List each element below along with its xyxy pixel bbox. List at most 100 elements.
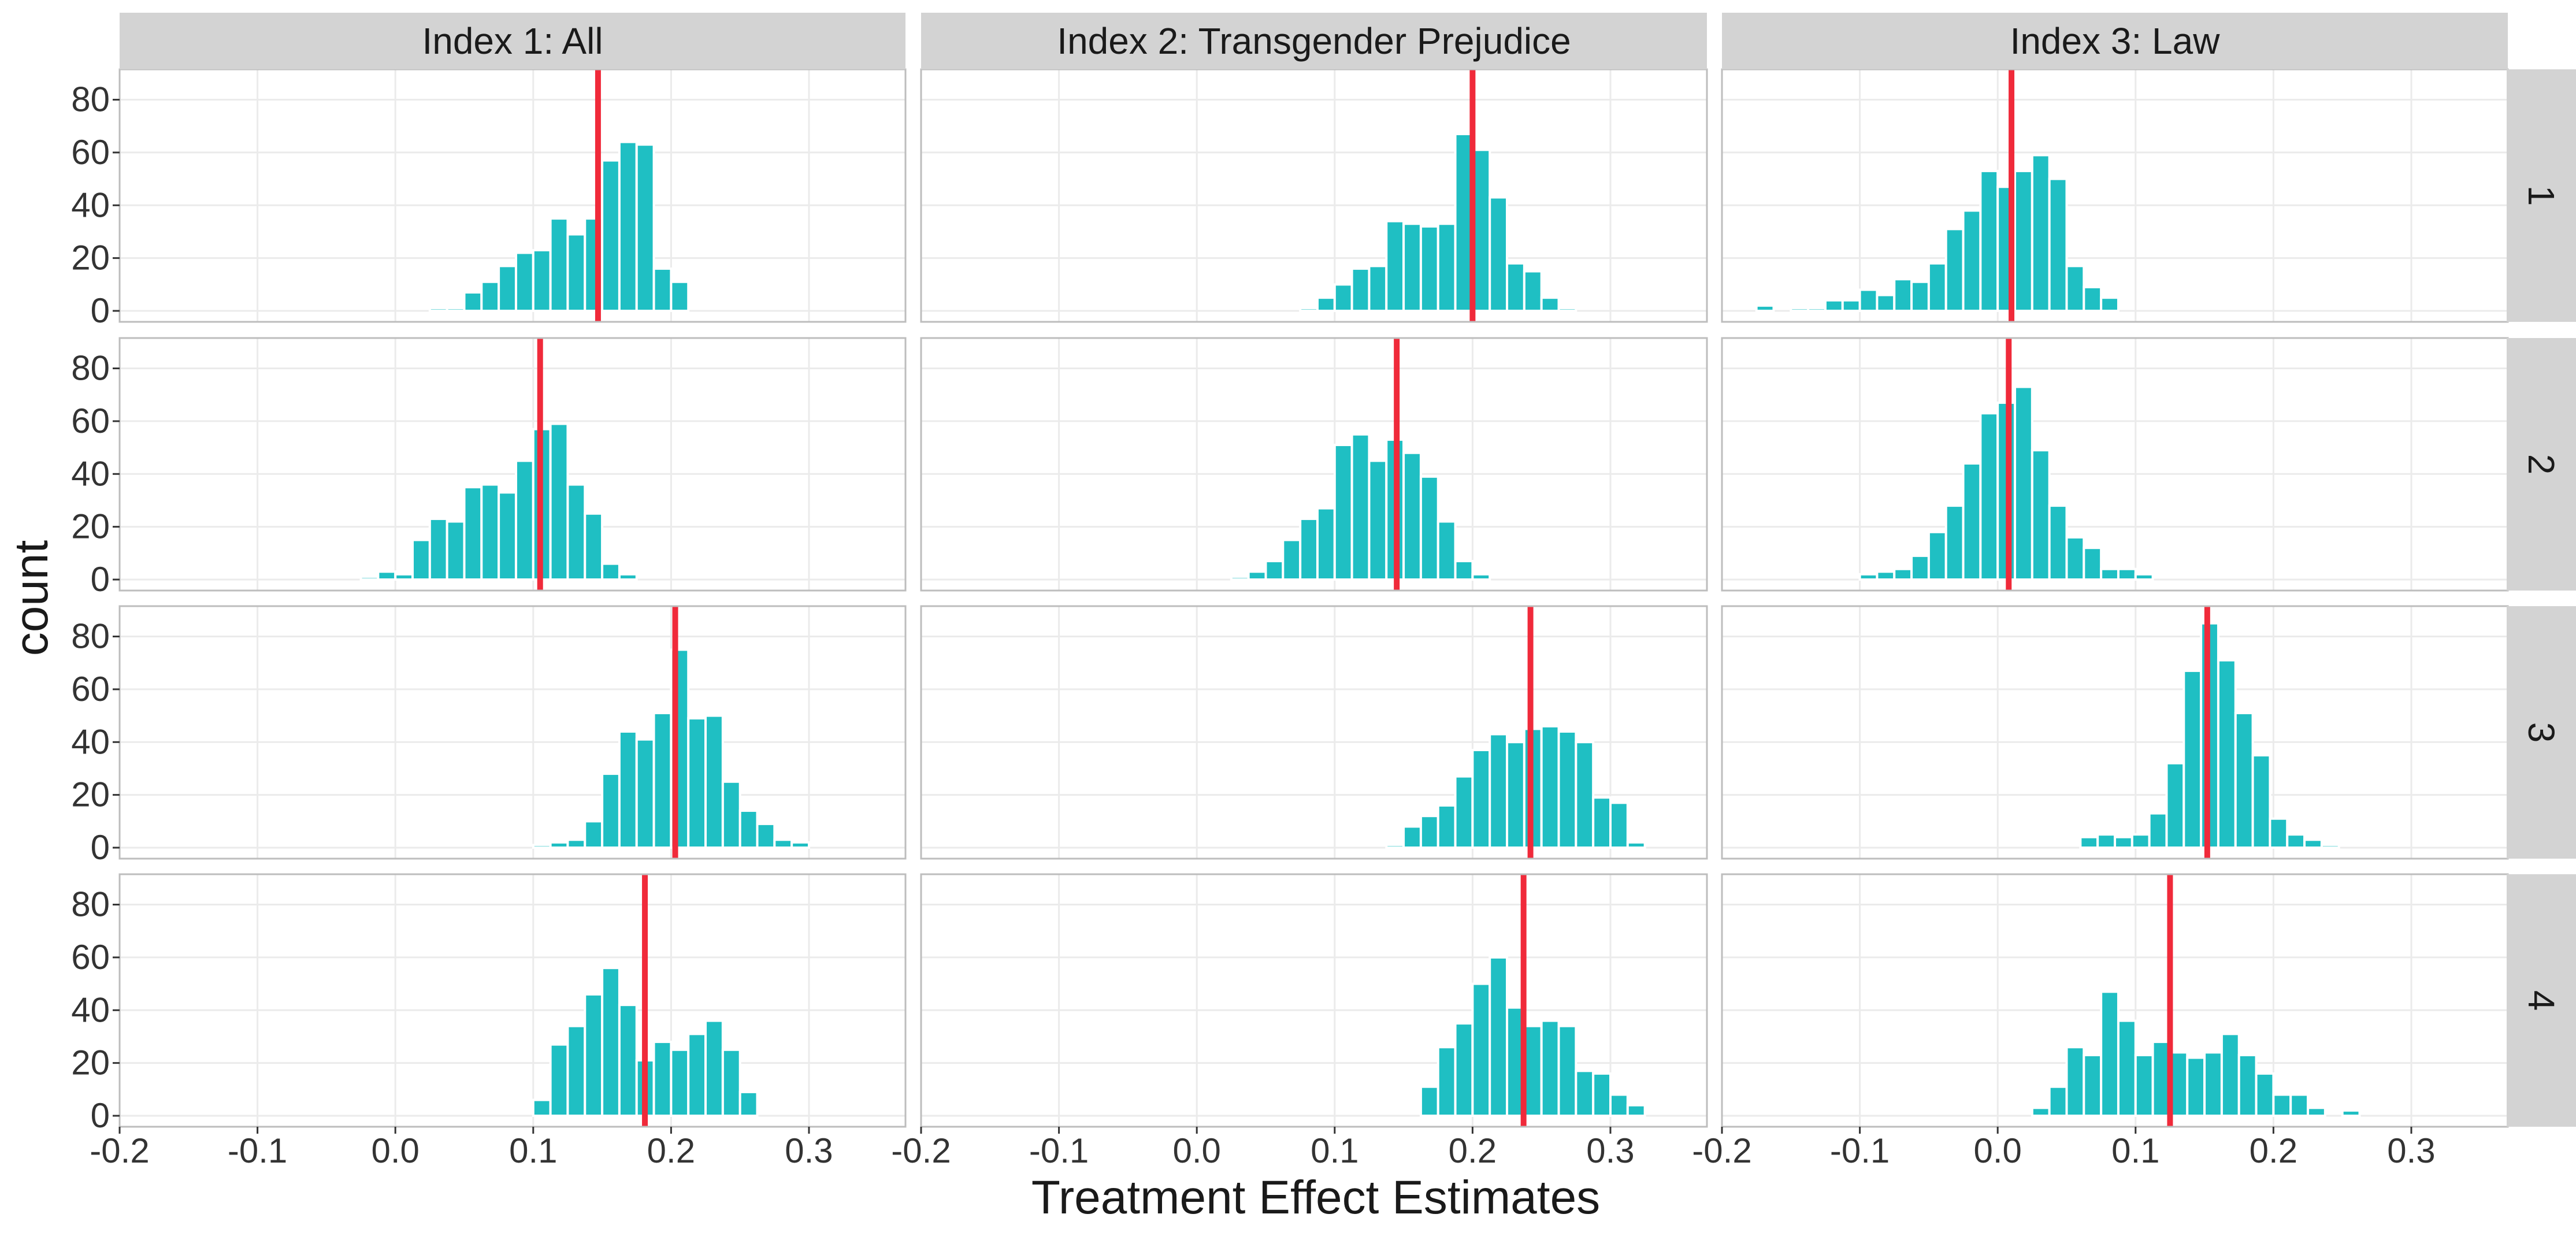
histogram-bar	[738, 810, 759, 849]
column-strip-background	[1722, 13, 2508, 69]
histogram-bar	[1506, 262, 1525, 313]
facet-panel	[1721, 873, 2509, 1128]
column-strip: Index 1: All	[120, 13, 905, 69]
histogram-bar	[2100, 567, 2120, 581]
histogram-bar	[2286, 833, 2306, 849]
histogram-bar	[721, 1048, 741, 1117]
histogram-bar	[652, 267, 673, 312]
histogram-bar	[411, 539, 431, 581]
histogram-bar	[2065, 536, 2085, 581]
x-tick-label: 0.2	[2250, 1131, 2297, 1170]
histogram-bar	[1979, 169, 1999, 312]
facet-panel	[118, 68, 907, 323]
histogram-bar	[1333, 283, 1353, 312]
row-strip: 4	[2507, 874, 2576, 1127]
histogram-bar	[2272, 1093, 2292, 1118]
panel-background	[120, 874, 905, 1127]
histogram-bar	[1626, 841, 1646, 849]
histogram-bar	[1402, 451, 1422, 581]
histogram-bar	[1592, 1072, 1612, 1117]
histogram-bar	[1841, 299, 1861, 313]
histogram-bar	[1575, 741, 1595, 849]
y-tick-label: 60	[71, 402, 110, 440]
histogram-bar	[2065, 265, 2085, 312]
x-tick-label: 0.3	[785, 1131, 833, 1170]
row-strip-label: 4	[2521, 990, 2562, 1011]
y-tick-label: 40	[71, 454, 110, 493]
histogram-bar	[1299, 307, 1319, 313]
row-strip-label: 3	[2521, 722, 2562, 743]
histogram-bar	[2186, 1056, 2206, 1117]
histogram-bar	[1927, 530, 1947, 581]
histogram-bar	[1858, 288, 1879, 313]
histogram-bar	[2048, 1085, 2068, 1117]
histogram-bar	[670, 280, 690, 312]
histogram-bar	[1557, 1024, 1577, 1117]
histogram-bar	[1962, 209, 1982, 312]
facet-panel	[1721, 68, 2509, 323]
histogram-bar	[1489, 956, 1509, 1117]
histogram-bar	[618, 140, 638, 313]
histogram-bar	[618, 730, 638, 849]
facet-panel	[920, 337, 1708, 592]
histogram-bar	[1626, 1104, 1646, 1118]
histogram-bar	[1368, 459, 1388, 581]
column-strip: Index 2: Transgender Prejudice	[921, 13, 1707, 69]
histogram-bar	[1385, 844, 1405, 849]
histogram-bar	[2083, 547, 2103, 581]
histogram-bar	[1471, 573, 1491, 581]
histogram-bar	[687, 1033, 707, 1117]
histogram-bar	[463, 291, 483, 313]
histogram-bar	[532, 1098, 552, 1118]
x-tick-label: 0.1	[1311, 1131, 1358, 1170]
histogram-bar	[2100, 296, 2120, 313]
y-tick-label: 0	[91, 828, 110, 867]
histogram-bar	[2048, 504, 2068, 581]
y-tick-label: 60	[71, 670, 110, 708]
histogram-bar	[1264, 560, 1285, 581]
y-axes: 0 20 40 60 80 0 20 40 60 80 0 20 40 60 80 0 20 40 60 80	[71, 80, 120, 1135]
histogram-bar	[566, 233, 587, 313]
histogram-bar	[1454, 560, 1474, 581]
histogram-bar	[549, 217, 569, 313]
panel-border	[920, 605, 1708, 860]
y-tick-label: 40	[71, 722, 110, 761]
histogram-bar	[601, 562, 621, 581]
column-strip-label: Index 1: All	[422, 20, 603, 62]
histogram-bar	[2237, 1053, 2258, 1117]
panel-border	[920, 337, 1708, 592]
histogram-bar	[738, 1090, 759, 1117]
histogram-bar	[2014, 385, 2033, 581]
histogram-bar	[2100, 990, 2120, 1117]
y-tick-label: 40	[71, 185, 110, 224]
histogram-bar	[2203, 1051, 2223, 1118]
histogram-bar	[1824, 299, 1844, 313]
x-tick-label: -0.2	[891, 1131, 951, 1170]
y-tick-label: 0	[91, 1096, 110, 1135]
histogram-bar	[1471, 748, 1491, 849]
histogram-bar	[480, 483, 500, 581]
histogram-bar	[1979, 412, 1999, 581]
histogram-bar	[428, 517, 448, 581]
histogram-bar	[2269, 817, 2289, 849]
row-strip: 1	[2507, 69, 2576, 322]
y-tick-label: 80	[71, 349, 110, 388]
histogram-bar	[2083, 285, 2103, 312]
x-tick-label: 0.1	[509, 1131, 557, 1170]
histogram-bar	[2117, 1019, 2137, 1117]
histogram-bar	[2220, 1033, 2240, 1117]
panel-border	[118, 873, 907, 1128]
panel-background	[1722, 606, 2508, 859]
facet-panel	[920, 68, 1708, 323]
histogram-bar	[566, 1024, 587, 1117]
histogram-bar	[704, 1019, 724, 1117]
histogram-bar	[1876, 294, 1896, 313]
histogram-bar	[1454, 1022, 1474, 1118]
x-tick-label: -0.1	[1830, 1131, 1890, 1170]
panel-background	[921, 69, 1707, 322]
histogram-bar	[1893, 567, 1913, 581]
histogram-bar	[2130, 833, 2151, 849]
histogram-bar	[1316, 507, 1336, 581]
histogram-bar	[2148, 812, 2168, 849]
histogram-bar	[394, 573, 414, 581]
